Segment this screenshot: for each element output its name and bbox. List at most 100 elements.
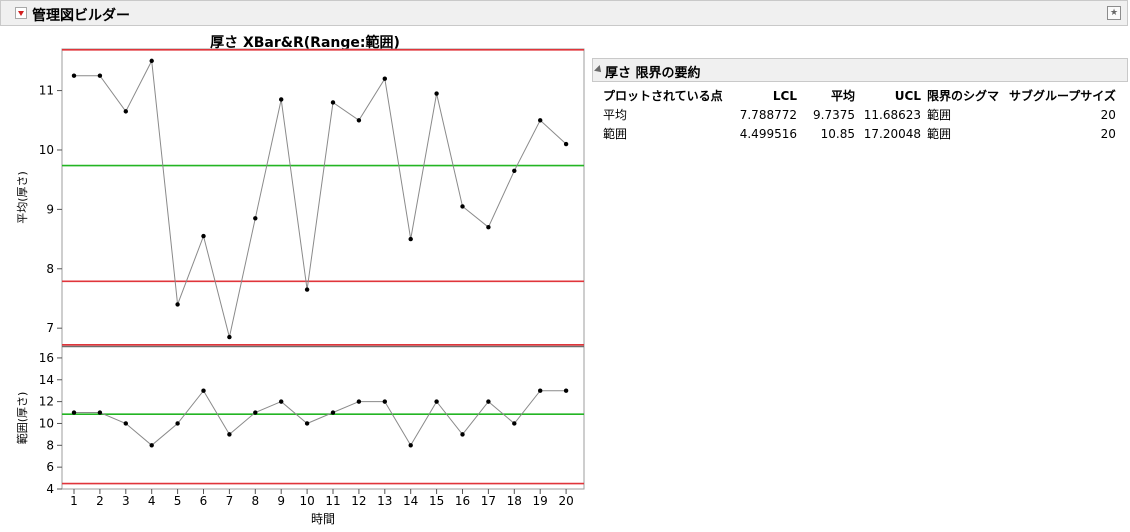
range-point (201, 388, 206, 393)
xbar-point (330, 100, 336, 105)
table-cell: 9.7375 (813, 107, 855, 122)
range-point (486, 399, 491, 404)
x-tick-label: 18 (507, 494, 522, 508)
y-tick-label: 9 (46, 202, 54, 216)
xbar-point (460, 204, 465, 209)
y-axis-label: 範囲(厚さ) (15, 392, 29, 445)
chart-title: 厚さ XBar&R(Range:範囲) (210, 35, 400, 51)
table-cell: 20 (1100, 107, 1116, 122)
range-point (382, 399, 387, 404)
x-tick-label: 13 (377, 494, 392, 508)
xbar-point (71, 73, 77, 78)
red-triangle-menu-icon[interactable] (15, 7, 27, 19)
range-point (330, 410, 336, 415)
table-cell: 20 (1100, 126, 1116, 141)
range-point (97, 410, 103, 415)
column-header: UCL (894, 88, 921, 103)
y-tick-label: 10 (39, 416, 54, 430)
y-tick-label: 11 (39, 84, 54, 98)
xbar-point (97, 73, 103, 78)
y-tick-label: 4 (46, 482, 54, 496)
xbar-point (227, 334, 232, 340)
table-cell: 7.788772 (739, 107, 797, 122)
x-tick-label: 17 (481, 494, 496, 508)
table-header-row: プロットされている点 LCL 平均 UCL 限界のシグマ サブグループサイズ (600, 86, 1119, 105)
xbar-point (563, 141, 569, 147)
x-tick-label: 5 (174, 494, 182, 508)
range-point (408, 443, 413, 448)
y-tick-label: 12 (39, 395, 54, 409)
range-point (563, 388, 569, 393)
xbar-point (304, 287, 310, 292)
xbar-point (175, 302, 180, 307)
table-cell: 平均 (603, 108, 628, 122)
y-tick-label: 6 (46, 460, 54, 474)
y-tick-label: 8 (46, 438, 54, 452)
table-row: 平均 7.788772 9.7375 11.68623 範囲 20 (600, 105, 1119, 124)
y-axis-label: 平均(厚さ) (16, 171, 29, 224)
pin-icon[interactable]: ★ (1107, 6, 1121, 20)
range-point (538, 388, 543, 393)
range-panel: 4 6 8 10 12 14 16 範囲(厚さ) (15, 344, 584, 496)
x-tick-label: 2 (96, 494, 104, 508)
x-tick-label: 15 (429, 494, 444, 508)
app-title: 管理図ビルダー (32, 8, 130, 24)
x-tick-label: 12 (351, 494, 366, 508)
range-point (227, 432, 232, 437)
y-tick-label: 14 (39, 373, 54, 387)
range-point (175, 421, 180, 426)
xbar-panel: 7 8 9 10 11 平均(厚さ) (16, 49, 584, 340)
y-tick-label: 16 (39, 351, 54, 365)
xbar-point (382, 76, 387, 81)
range-point (253, 410, 258, 415)
xbar-point (123, 109, 128, 114)
x-tick-label: 10 (299, 494, 314, 508)
limit-summary-table: プロットされている点 LCL 平均 UCL 限界のシグマ サブグループサイズ 平… (600, 86, 1119, 143)
xbar-point (279, 97, 284, 102)
range-point (123, 421, 128, 426)
x-tick-label: 19 (533, 494, 548, 508)
x-tick-label: 9 (277, 494, 285, 508)
range-point (460, 432, 465, 437)
range-point (71, 410, 77, 415)
column-header: LCL (772, 88, 797, 103)
table-cell: 範囲 (927, 127, 952, 141)
table-cell: 10.85 (820, 126, 855, 141)
plot-frame (61, 48, 585, 490)
column-header: 限界のシグマ (927, 89, 1000, 103)
x-axis-label: 時間 (311, 512, 335, 526)
range-point (279, 399, 284, 404)
x-tick-label: 8 (251, 494, 259, 508)
table-cell: 範囲 (603, 127, 628, 141)
limit-summary-header[interactable]: 厚さ 限界の要約 (592, 58, 1128, 82)
y-tick-label: 7 (46, 321, 54, 335)
x-tick-label: 7 (226, 494, 234, 508)
xbar-series-line (74, 59, 567, 338)
column-header: プロットされている点 (603, 89, 723, 103)
table-row: 範囲 4.499516 10.85 17.20048 範囲 20 (600, 124, 1119, 143)
xbar-point (512, 168, 517, 173)
range-series-line (74, 389, 567, 447)
range-point (304, 421, 310, 426)
xbar-point (538, 118, 543, 123)
xbar-point (201, 233, 206, 239)
disclosure-triangle-icon[interactable] (594, 65, 604, 75)
limit-summary-title: 厚さ 限界の要約 (605, 66, 701, 81)
xbar-point (149, 58, 154, 64)
x-tick-label: 16 (455, 494, 470, 508)
y-tick-label: 10 (39, 143, 54, 157)
xbar-point (408, 236, 413, 242)
x-tick-label: 11 (325, 494, 340, 508)
x-tick-label: 4 (148, 494, 156, 508)
xbar-point (356, 118, 362, 123)
table-cell: 4.499516 (739, 126, 797, 141)
x-tick-label: 20 (558, 494, 573, 508)
xbar-point (253, 216, 258, 221)
x-tick-label: 14 (403, 494, 418, 508)
range-point (356, 399, 362, 404)
table-cell: 範囲 (927, 108, 952, 122)
x-tick-label: 3 (122, 494, 130, 508)
x-tick-label: 1 (70, 494, 78, 508)
xbar-point (486, 225, 491, 230)
